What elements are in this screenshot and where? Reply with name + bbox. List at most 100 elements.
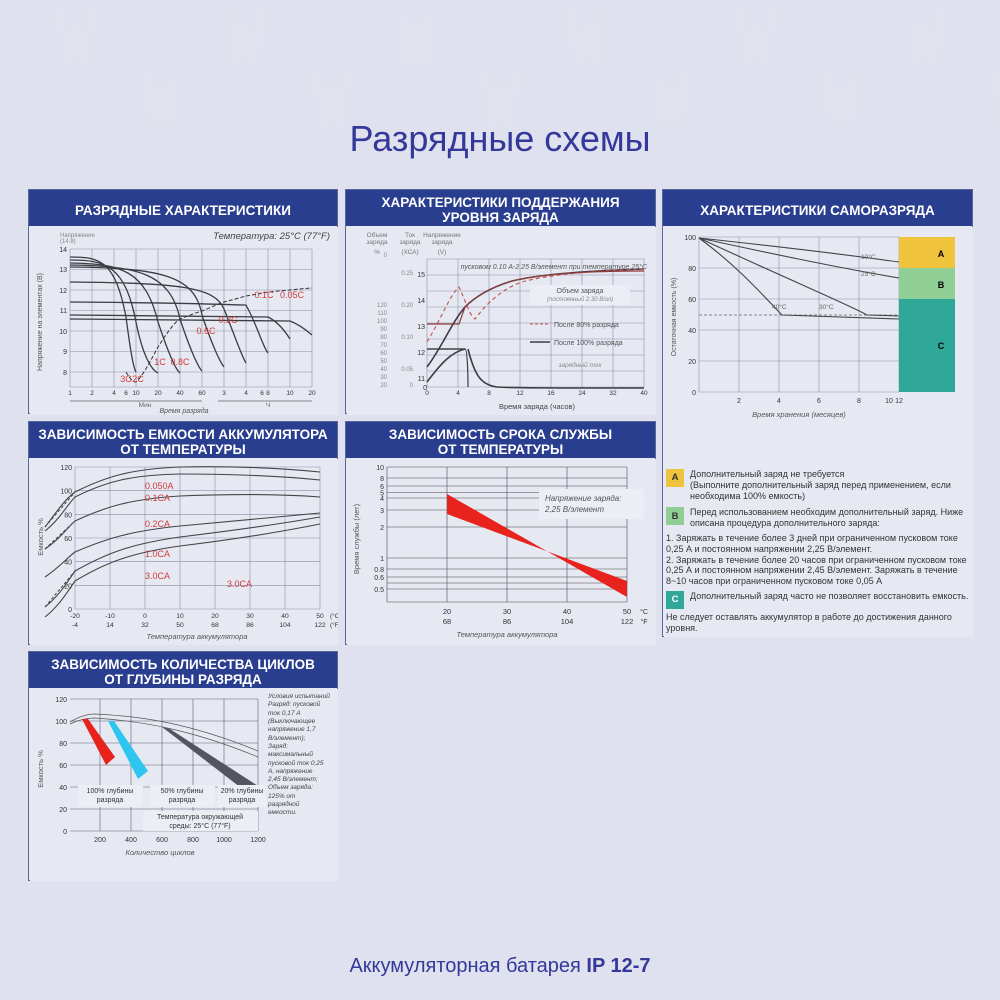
svg-text:10: 10	[286, 390, 294, 397]
svg-text:1200: 1200	[250, 837, 266, 844]
svg-text:10: 10	[376, 465, 384, 472]
svg-text:13: 13	[417, 324, 425, 331]
svg-text:0.050A: 0.050A	[145, 481, 174, 491]
svg-text:Ч: Ч	[266, 402, 270, 409]
svg-text:15: 15	[417, 272, 425, 279]
svg-text:°F: °F	[640, 618, 647, 626]
svg-text:20: 20	[211, 613, 219, 620]
svg-text:25°C: 25°C	[861, 270, 876, 278]
svg-text:Температура окружающей: Температура окружающей	[157, 813, 243, 821]
svg-text:Емкость %: Емкость %	[36, 750, 45, 788]
svg-text:10: 10	[132, 390, 140, 397]
svg-text:(V): (V)	[438, 249, 447, 256]
svg-text:(14.8): (14.8)	[60, 239, 76, 245]
svg-text:0.5: 0.5	[374, 587, 384, 594]
svg-text:12: 12	[516, 390, 524, 397]
svg-text:20: 20	[443, 607, 451, 616]
svg-text:Объем заряда: Объем заряда	[557, 287, 604, 295]
svg-text:60: 60	[688, 297, 696, 304]
svg-text:0: 0	[410, 383, 414, 389]
svg-text:0.25: 0.25	[401, 271, 413, 277]
svg-text:400: 400	[125, 837, 137, 844]
svg-text:Время службы (лет): Время службы (лет)	[352, 503, 361, 574]
svg-text:16: 16	[547, 390, 555, 397]
svg-text:(°C): (°C)	[330, 612, 338, 620]
svg-text:24: 24	[578, 390, 586, 397]
svg-text:0: 0	[63, 829, 67, 836]
svg-text:100: 100	[55, 719, 67, 726]
svg-text:2,25 В/элемент: 2,25 В/элемент	[544, 505, 604, 514]
svg-text:0: 0	[425, 390, 429, 397]
svg-text:0.8C: 0.8C	[170, 357, 190, 367]
svg-text:40°C: 40°C	[772, 303, 787, 311]
svg-text:B: B	[938, 280, 945, 290]
svg-text:11: 11	[60, 308, 67, 315]
svg-text:12: 12	[59, 288, 67, 295]
svg-text:%: %	[374, 249, 380, 256]
svg-text:8: 8	[63, 370, 67, 377]
svg-text:4: 4	[112, 390, 116, 397]
svg-text:После 80% разряда: После 80% разряда	[554, 322, 619, 329]
svg-text:30°C: 30°C	[819, 303, 834, 311]
svg-text:среды: 25°C (77°F): среды: 25°C (77°F)	[169, 822, 230, 830]
svg-text:6: 6	[124, 390, 128, 397]
svg-text:Напряжение на элементах (В): Напряжение на элементах (В)	[37, 273, 44, 371]
svg-text:10: 10	[176, 613, 184, 620]
svg-text:11: 11	[418, 376, 425, 383]
svg-text:40: 40	[176, 390, 184, 397]
svg-text:0.8: 0.8	[374, 567, 384, 574]
svg-text:Температура аккумулятора: Температура аккумулятора	[146, 632, 247, 641]
svg-text:68: 68	[443, 617, 451, 626]
svg-text:120: 120	[377, 303, 388, 309]
svg-text:68: 68	[211, 622, 219, 629]
svg-text:30: 30	[380, 375, 387, 381]
svg-text:40: 40	[640, 390, 648, 397]
svg-text:0.20: 0.20	[401, 303, 413, 309]
svg-text:4: 4	[380, 496, 384, 503]
svg-text:50: 50	[623, 607, 631, 616]
svg-text:4: 4	[777, 398, 781, 405]
svg-text:20: 20	[59, 807, 67, 814]
svg-text:40: 40	[59, 785, 67, 792]
svg-text:80: 80	[380, 335, 387, 341]
svg-text:(ХСА): (ХСА)	[401, 249, 418, 256]
svg-text:20: 20	[688, 359, 696, 366]
svg-text:Температура: 25°C (77°F): Температура: 25°C (77°F)	[213, 231, 330, 242]
svg-text:60: 60	[380, 351, 387, 357]
svg-text:60: 60	[64, 536, 72, 543]
svg-text:100: 100	[377, 319, 388, 325]
svg-text:Напряжение: Напряжение	[423, 232, 461, 239]
svg-text:120: 120	[55, 697, 67, 704]
svg-text:Емкость %: Емкость %	[36, 518, 45, 556]
svg-text:1: 1	[68, 390, 72, 397]
svg-text:3C: 3C	[120, 374, 132, 384]
svg-text:Ток: Ток	[405, 232, 415, 239]
svg-text:°C: °C	[640, 608, 648, 616]
svg-text:2: 2	[737, 398, 741, 405]
svg-text:0: 0	[384, 253, 388, 259]
svg-text:разряда: разряда	[97, 797, 124, 804]
svg-text:60: 60	[198, 390, 206, 397]
svg-text:3: 3	[380, 508, 384, 515]
svg-text:-10: -10	[105, 613, 115, 620]
svg-text:0.10: 0.10	[401, 335, 413, 341]
svg-text:86: 86	[246, 622, 254, 629]
svg-text:40: 40	[563, 607, 571, 616]
svg-text:122: 122	[621, 617, 634, 626]
svg-text:Время разряда: Время разряда	[159, 407, 208, 415]
svg-text:86: 86	[503, 617, 511, 626]
svg-text:8: 8	[487, 390, 491, 397]
svg-text:20: 20	[308, 390, 316, 397]
svg-text:100% глубины: 100% глубины	[87, 787, 134, 795]
svg-text:4: 4	[456, 390, 460, 397]
svg-text:12: 12	[417, 350, 425, 357]
svg-text:заряда: заряда	[366, 239, 387, 246]
svg-text:Напряжение заряда:: Напряжение заряда:	[545, 494, 621, 503]
svg-text:10: 10	[59, 329, 67, 336]
svg-text:30: 30	[246, 613, 254, 620]
svg-text:13: 13	[59, 267, 67, 274]
svg-text:110: 110	[377, 311, 387, 317]
svg-text:20: 20	[380, 383, 387, 389]
svg-text:50: 50	[380, 359, 387, 365]
svg-text:70: 70	[380, 343, 387, 349]
